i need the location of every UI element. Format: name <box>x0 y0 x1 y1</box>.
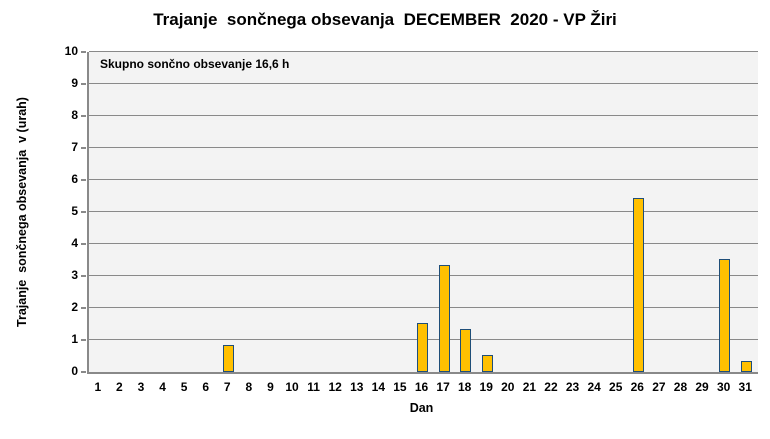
y-tick-mark-6 <box>81 179 86 181</box>
y-tick-mark-0 <box>81 371 86 373</box>
x-tick-label-23: 23 <box>565 380 580 394</box>
y-tick-label-10: 10 <box>64 44 78 58</box>
x-tick-label-9: 9 <box>267 380 274 394</box>
x-tick-label-7: 7 <box>223 380 231 394</box>
y-axis-title: Trajanje sončnega obsevanja v (urah) <box>15 97 29 327</box>
x-tick-label-6: 6 <box>202 380 210 394</box>
y-tick-label-8: 8 <box>71 108 78 122</box>
x-tick-label-24: 24 <box>587 380 601 394</box>
x-tick-label-18: 18 <box>457 380 472 394</box>
y-tick-label-3: 3 <box>71 268 78 282</box>
x-tick-label-15: 15 <box>393 380 407 394</box>
y-tick-label-4: 4 <box>71 236 78 250</box>
y-tick-mark-9 <box>81 83 86 85</box>
y-tick-mark-5 <box>81 211 86 213</box>
x-tick-label-20: 20 <box>501 380 515 394</box>
x-tick-label-25: 25 <box>609 380 623 394</box>
x-tick-label-26: 26 <box>630 380 644 394</box>
bar-day-31 <box>740 361 752 372</box>
y-tick-mark-2 <box>81 307 86 309</box>
x-tick-label-4: 4 <box>159 380 166 394</box>
y-tick-mark-8 <box>81 115 86 117</box>
y-tick-label-6: 6 <box>71 172 78 186</box>
y-tick-mark-4 <box>81 243 86 245</box>
x-tick-label-16: 16 <box>414 380 429 394</box>
bar-day-18 <box>460 329 472 372</box>
y-tick-label-7: 7 <box>71 140 78 154</box>
y-tick-label-1: 1 <box>71 332 78 346</box>
gridline-y-3 <box>89 275 758 276</box>
bar-day-17 <box>438 265 450 372</box>
y-tick-mark-3 <box>81 275 86 277</box>
y-tick-mark-10 <box>81 51 86 53</box>
bar-day-30 <box>719 259 731 372</box>
y-tick-label-5: 5 <box>71 204 78 218</box>
y-tick-mark-7 <box>81 147 86 149</box>
x-tick-label-19: 19 <box>479 380 493 394</box>
x-tick-label-21: 21 <box>522 380 537 394</box>
bar-day-26 <box>632 198 644 372</box>
x-tick-label-31: 31 <box>738 380 752 394</box>
x-tick-label-30: 30 <box>716 380 731 394</box>
bar-day-19 <box>481 355 493 372</box>
x-tick-label-5: 5 <box>180 380 188 394</box>
plot-area: Skupno sončno obsevanje 16,6 h <box>87 51 758 374</box>
gridline-y-7 <box>89 147 758 148</box>
x-tick-label-13: 13 <box>350 380 364 394</box>
gridline-y-9 <box>89 83 758 84</box>
x-tick-label-3: 3 <box>137 380 145 394</box>
x-tick-label-1: 1 <box>94 380 102 394</box>
x-tick-label-17: 17 <box>436 380 450 394</box>
x-tick-label-14: 14 <box>371 380 385 394</box>
bar-day-7 <box>222 345 234 372</box>
gridline-y-6 <box>89 179 758 180</box>
x-tick-label-8: 8 <box>245 380 253 394</box>
bar-day-16 <box>417 323 428 372</box>
gridline-y-8 <box>89 115 758 116</box>
y-tick-label-0: 0 <box>71 364 78 378</box>
gridline-y-4 <box>89 243 758 244</box>
x-tick-label-28: 28 <box>673 380 688 394</box>
x-tick-label-10: 10 <box>285 380 299 394</box>
x-tick-label-22: 22 <box>544 380 558 394</box>
x-tick-label-27: 27 <box>652 380 666 394</box>
gridline-y-2 <box>89 307 758 308</box>
x-tick-label-12: 12 <box>328 380 342 394</box>
x-tick-label-29: 29 <box>695 380 709 394</box>
x-tick-label-2: 2 <box>116 380 123 394</box>
x-tick-label-11: 11 <box>307 380 320 394</box>
chart-title: Trajanje sončnega obsevanja DECEMBER 202… <box>153 10 617 29</box>
gridline-y-10 <box>89 51 758 52</box>
gridline-y-5 <box>89 211 758 212</box>
y-tick-label-2: 2 <box>71 300 78 314</box>
y-tick-mark-1 <box>81 339 86 341</box>
x-axis-title: Dan <box>409 401 434 415</box>
y-tick-label-9: 9 <box>71 76 78 90</box>
total-sunshine-annotation: Skupno sončno obsevanje 16,6 h <box>100 57 290 71</box>
